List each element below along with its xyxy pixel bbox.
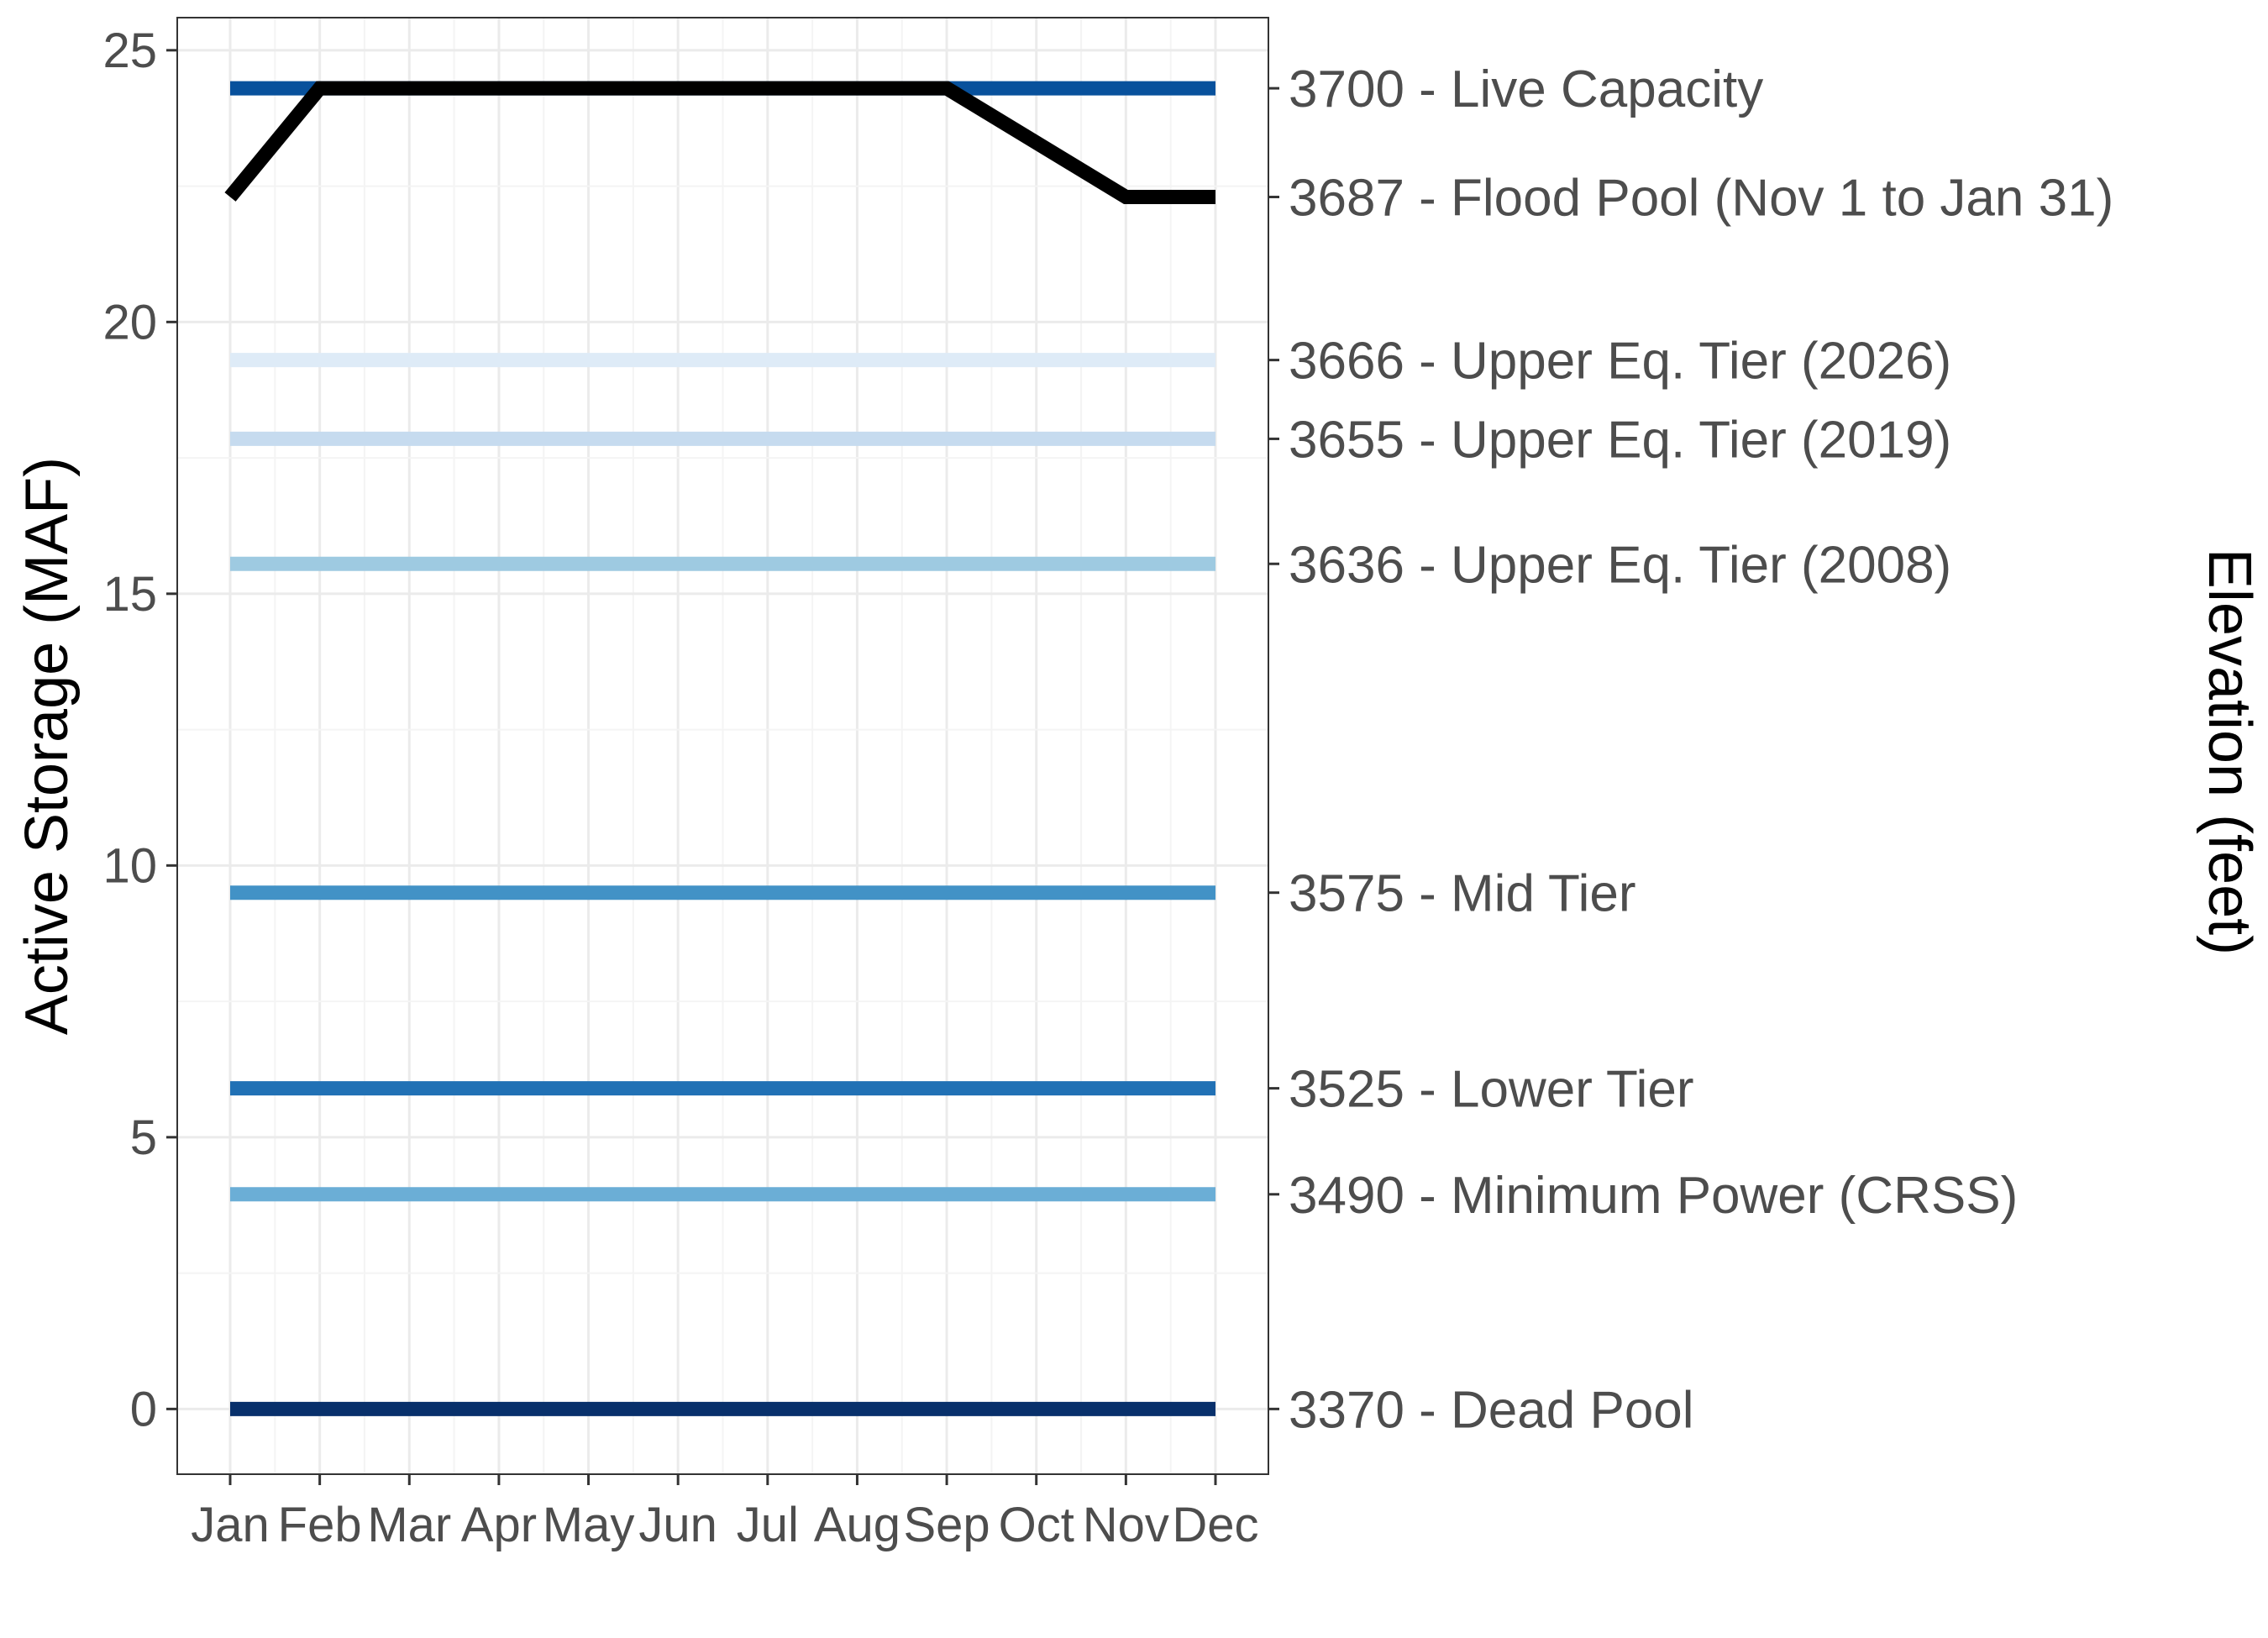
y-tick-label: 10	[102, 838, 157, 893]
y-tick-label: 20	[102, 295, 157, 349]
elevation-label: 3490 - Minimum Power (CRSS)	[1289, 1167, 2018, 1225]
data-lines	[224, 81, 1215, 1416]
flood-control-line	[224, 81, 1215, 205]
x-tick-label: Feb	[278, 1498, 362, 1552]
elevation-label: 3525 - Lower Tier	[1289, 1061, 1693, 1119]
elevation-labels: 3700 - Live Capacity 3687 - Flood Pool (N…	[1268, 60, 2113, 1439]
x-tick-label: Apr	[461, 1498, 537, 1552]
x-tick-label: Jun	[638, 1498, 717, 1552]
y-tick-label: 15	[102, 567, 157, 622]
panel-border	[176, 17, 1269, 1475]
x-tick-label: Aug	[814, 1498, 900, 1552]
x-tick-label: Oct	[999, 1498, 1074, 1552]
x-tick-label: Jan	[191, 1498, 270, 1552]
elevation-label: 3687 - Flood Pool (Nov 1 to Jan 31)	[1289, 170, 2113, 228]
grid	[177, 18, 1268, 1474]
elevation-label: 3370 - Dead Pool	[1289, 1381, 1694, 1439]
elevation-label: 3700 - Live Capacity	[1289, 60, 1763, 118]
elevation-label: 3575 - Mid Tier	[1289, 865, 1636, 923]
elevation-label: 3666 - Upper Eq. Tier (2026)	[1289, 333, 1951, 391]
elevation-label: 3655 - Upper Eq. Tier (2019)	[1289, 411, 1951, 469]
axes: 0 5 10 15 20 25 Jan Feb Mar Apr May Jun Jul Aug Sep Oct…	[102, 24, 1258, 1552]
y-tick-label: 5	[130, 1110, 157, 1165]
x-tick-label: Dec	[1172, 1498, 1258, 1552]
x-tick-label: May	[543, 1498, 635, 1552]
y-axis-title: Active Storage (MAF)	[13, 457, 81, 1035]
elevation-label: 3636 - Upper Eq. Tier (2008)	[1289, 536, 1951, 594]
secondary-axis-title: Elevation (feet)	[2196, 549, 2263, 955]
y-tick-label: 0	[130, 1382, 157, 1436]
x-tick-label: Nov	[1083, 1498, 1169, 1552]
x-tick-label: Mar	[367, 1498, 451, 1552]
y-tick-label: 25	[102, 24, 157, 78]
x-tick-label: Sep	[903, 1498, 990, 1552]
x-tick-label: Jul	[737, 1498, 799, 1552]
